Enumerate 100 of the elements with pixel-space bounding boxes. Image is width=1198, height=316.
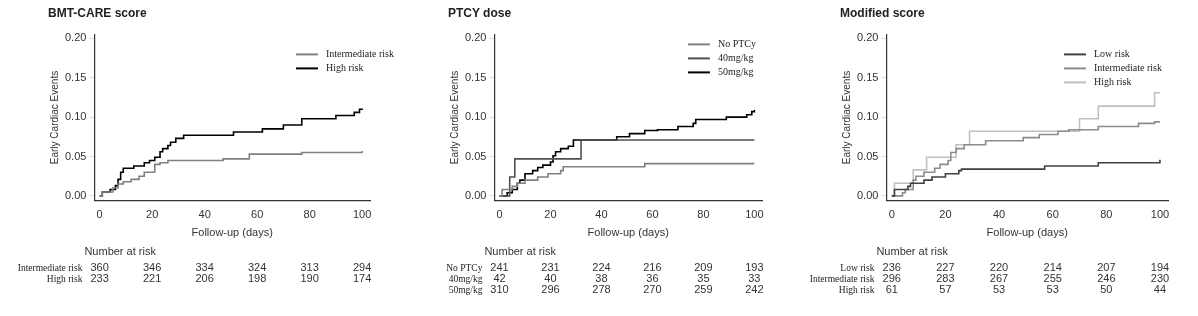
x-tick-label: 0 — [496, 208, 503, 221]
chart-title: Modified score — [840, 5, 926, 20]
text: 53 — [992, 283, 1006, 296]
x-tick-label: 80 — [1100, 208, 1113, 221]
text: 198 — [247, 272, 267, 285]
text: 259 — [694, 283, 713, 296]
legend-label: Intermediate risk — [1093, 62, 1162, 74]
text: 313 — [300, 261, 319, 274]
legend-label: No PTCy — [717, 38, 756, 50]
y-tick-label: 0.00 — [64, 188, 87, 201]
y-tick-label: 0.20 — [64, 31, 87, 44]
y-tick-label: 0.10 — [856, 110, 879, 123]
text: 214 — [1043, 261, 1062, 274]
text: 324 — [247, 261, 267, 274]
text: 270 — [643, 283, 662, 296]
x-axis-title: Follow-up (days) — [986, 226, 1068, 239]
text: 220 — [989, 261, 1009, 274]
text: 294 — [352, 261, 372, 274]
text: 42 — [493, 272, 506, 285]
text: 221 — [142, 272, 162, 285]
y-tick-label: 0.15 — [856, 70, 879, 83]
text: 216 — [643, 261, 662, 274]
text: 50 — [1100, 283, 1113, 296]
x-axis-title: Follow-up (days) — [587, 226, 669, 239]
text: 230 — [1150, 272, 1170, 285]
text: 206 — [195, 272, 214, 285]
y-tick-label: 0.20 — [464, 31, 487, 44]
y-tick-label: 0.10 — [464, 110, 487, 123]
x-tick-label: 40 — [595, 208, 608, 221]
text: No PTCy — [446, 262, 483, 273]
legend-label: High risk — [325, 62, 364, 74]
x-tick-label: 0 — [888, 208, 895, 221]
text: 296 — [541, 283, 560, 296]
text: 207 — [1097, 261, 1116, 274]
y-axis-title: Early Cardiac Events — [48, 70, 60, 165]
text: 193 — [745, 261, 764, 274]
text: 267 — [989, 272, 1009, 285]
y-tick-label: 0.05 — [464, 149, 487, 162]
x-tick-label: 80 — [697, 208, 710, 221]
text: 242 — [745, 283, 764, 296]
text: 283 — [936, 272, 955, 285]
x-tick-label: 100 — [1150, 208, 1170, 221]
text: Number at risk — [876, 245, 949, 258]
text: 227 — [936, 261, 955, 274]
y-tick-label: 0.15 — [464, 70, 487, 83]
text: 233 — [90, 272, 109, 285]
text: 40 — [544, 272, 557, 285]
text: 35 — [697, 272, 710, 285]
text: 36 — [646, 272, 659, 285]
x-tick-label: 60 — [251, 208, 264, 221]
text: 190 — [300, 272, 319, 285]
text: 346 — [142, 261, 162, 274]
text: 194 — [1150, 261, 1170, 274]
x-tick-label: 0 — [96, 208, 103, 221]
y-tick-label: 0.15 — [64, 70, 87, 83]
legend-label: 40mg/kg — [717, 52, 754, 64]
legend-label: Intermediate risk — [325, 48, 394, 60]
x-tick-label: 60 — [646, 208, 659, 221]
text: 255 — [1043, 272, 1062, 285]
text: 57 — [939, 283, 952, 296]
text: Number at risk — [484, 245, 557, 258]
text: 360 — [90, 261, 109, 274]
text: Number at risk — [84, 245, 157, 258]
text: 310 — [490, 283, 509, 296]
text: 334 — [195, 261, 214, 274]
text: 33 — [748, 272, 761, 285]
y-tick-label: 0.00 — [464, 188, 487, 201]
text: 246 — [1097, 272, 1116, 285]
legend-label: 50mg/kg — [717, 66, 754, 78]
x-tick-label: 100 — [352, 208, 372, 221]
x-tick-label: 20 — [939, 208, 952, 221]
y-tick-label: 0.05 — [64, 149, 87, 162]
text: 53 — [1046, 283, 1059, 296]
text: 174 — [352, 272, 372, 285]
x-tick-label: 20 — [146, 208, 159, 221]
x-tick-label: 40 — [992, 208, 1006, 221]
legend-label: Low risk — [1093, 48, 1130, 60]
text: 224 — [592, 261, 611, 274]
text: 209 — [694, 261, 713, 274]
x-tick-label: 20 — [544, 208, 557, 221]
text: 296 — [882, 272, 901, 285]
y-tick-label: 0.20 — [856, 31, 879, 44]
text: 236 — [882, 261, 901, 274]
x-tick-label: 80 — [303, 208, 316, 221]
text: 40mg/kg — [448, 273, 483, 284]
x-tick-label: 40 — [198, 208, 211, 221]
text: 50mg/kg — [448, 284, 483, 295]
text: High risk — [46, 273, 83, 284]
text: 61 — [885, 283, 898, 296]
text: 231 — [541, 261, 560, 274]
y-tick-label: 0.05 — [856, 149, 879, 162]
x-tick-label: 100 — [745, 208, 764, 221]
y-tick-label: 0.00 — [856, 188, 879, 201]
chart-title: PTCY dose — [448, 5, 512, 20]
text: High risk — [838, 284, 875, 295]
text: 241 — [490, 261, 509, 274]
text: 38 — [595, 272, 608, 285]
x-tick-label: 60 — [1046, 208, 1059, 221]
y-axis-title: Early Cardiac Events — [448, 70, 460, 165]
text: Intermediate risk — [17, 262, 83, 273]
